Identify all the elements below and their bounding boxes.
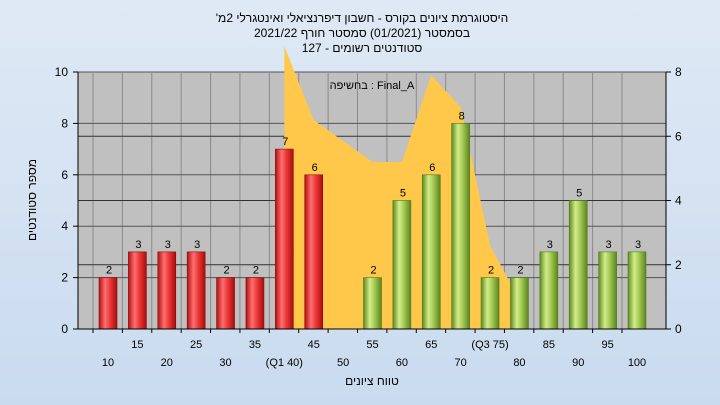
bar-value-label: 5 [576,188,582,200]
x-tick-label: 30 [219,357,231,369]
bar-value-label: 3 [547,239,553,251]
x-tick-label: (Q3 75) [471,339,508,351]
bar-value-label: 6 [429,162,435,174]
x-tick-label: 15 [131,339,143,351]
bar [275,148,294,330]
bar [568,200,588,330]
y2-tick-label: 4 [675,194,682,208]
bar-value-label: 2 [517,265,523,277]
y-tick-label: 8 [61,116,68,130]
bar [627,251,647,330]
x-tick-label: 95 [601,339,613,351]
bar [480,277,500,330]
x-tick-label: 65 [425,339,437,351]
bar [245,277,265,330]
y-tick-label: 10 [55,65,69,79]
bar [304,174,324,330]
y-tick-label: 2 [61,271,68,285]
x-tick-label: 90 [572,357,584,369]
y2-tick-label: 0 [675,322,682,336]
x-tick-label: 60 [396,357,408,369]
y-axis-title: מספר סטודנטים [25,159,39,241]
chart-title-line-3: סטודנטים רשומים - 127 [302,41,423,55]
bar-value-label: 3 [635,239,641,251]
chart-title-line-2: בסמסטר (01/2021) סמסטר חורף 2021/22 [254,26,470,40]
y2-tick-label: 6 [675,129,682,143]
y-tick-label: 4 [61,219,68,233]
bar [421,174,441,330]
bar-value-label: 2 [488,265,494,277]
x-tick-label: 50 [337,357,349,369]
x-tick-label: 45 [308,339,320,351]
bar [128,251,147,330]
y2-tick-label: 8 [675,65,682,79]
x-tick-label: 85 [543,339,555,351]
bar-value-label: 7 [282,136,288,148]
bars: 2 3 3 3 2 2 7 6 2 5 6 8 2 2 3 5 3 3 [98,110,647,330]
x-tick-label: 35 [249,339,261,351]
bar [216,277,235,330]
x-tick-label: 55 [366,339,378,351]
bar-value-label: 3 [165,239,171,251]
bar [157,251,177,330]
x-tick-label: 80 [513,357,525,369]
y-tick-label: 6 [61,168,68,182]
bar [98,277,118,330]
x-tick-label: 25 [190,339,202,351]
y2-tick-label: 2 [675,258,682,272]
chart-title-line-1: היסטוגרמת ציונים בקורס - חשבון דיפרנציאל… [216,11,508,25]
x-tick-label: 70 [455,357,467,369]
bar [598,251,617,330]
bar [392,200,412,330]
bar-value-label: 2 [223,265,229,277]
bar [186,251,206,330]
bar-value-label: 2 [106,265,112,277]
bar [451,123,470,330]
bar-value-label: 6 [312,162,318,174]
bar-value-label: 2 [253,265,259,277]
bar-value-label: 3 [135,239,141,251]
bar-value-label: 5 [400,188,406,200]
y-tick-label: 0 [61,322,68,336]
bar-value-label: 3 [606,239,612,251]
chart-annotation: Final_A : בחשיפה [330,80,415,92]
x-tick-label: 20 [161,357,173,369]
bar [539,251,559,330]
x-axis-title: טווח ציונים [345,374,399,388]
bar [363,277,382,330]
x-tick-label: (Q1 40) [266,357,303,369]
bar-value-label: 8 [459,110,465,122]
bar-value-label: 3 [194,239,200,251]
bar-value-label: 2 [370,265,376,277]
bar [510,277,529,330]
x-tick-label: 10 [102,357,114,369]
x-tick-label: 100 [628,357,646,369]
